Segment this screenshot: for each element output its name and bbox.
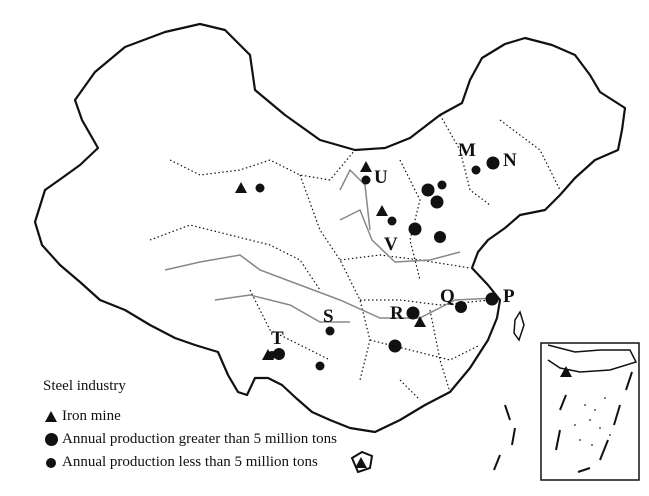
large-steel-marker <box>421 183 435 197</box>
site-label-s: S <box>323 306 334 327</box>
large-steel-marker <box>388 339 402 353</box>
site-label-q: Q <box>440 286 455 307</box>
legend-item-small-production: Annual production less than 5 million to… <box>40 451 337 474</box>
small-steel-marker <box>325 326 335 336</box>
site-label-r: R <box>390 303 404 324</box>
iron-mine-marker <box>355 457 367 468</box>
legend-label: Annual production greater than 5 million… <box>62 431 337 447</box>
legend: Steel industry Iron mine Annual producti… <box>40 378 337 474</box>
legend-title: Steel industry <box>43 378 126 394</box>
small-steel-marker <box>471 165 481 175</box>
triangle-icon <box>40 411 62 422</box>
site-label-v: V <box>384 234 398 255</box>
rivers <box>164 168 496 323</box>
iron-mine-marker <box>414 316 426 327</box>
small-steel-marker <box>387 216 397 226</box>
country-outline <box>33 22 627 434</box>
small-steel-marker <box>315 361 325 371</box>
site-label-t: T <box>271 328 284 349</box>
taiwan-island <box>513 310 525 342</box>
iron-mine-marker <box>560 366 572 377</box>
site-label-u: U <box>374 167 388 188</box>
small-steel-marker <box>268 351 276 359</box>
large-circle-icon <box>40 433 62 446</box>
iron-mine-marker <box>376 205 388 216</box>
site-label-p: P <box>503 286 515 307</box>
iron-mine-marker <box>360 161 372 172</box>
sea-boundary-dashes <box>493 404 516 471</box>
small-circle-icon <box>40 457 62 468</box>
small-steel-marker <box>255 183 265 193</box>
large-steel-marker <box>485 292 499 306</box>
large-steel-marker <box>455 301 467 313</box>
province-borders <box>149 114 561 401</box>
small-steel-marker <box>361 175 371 185</box>
large-steel-marker <box>430 195 444 209</box>
large-steel-marker <box>408 222 422 236</box>
small-steel-markers <box>255 165 481 371</box>
iron-mine-markers <box>235 161 572 468</box>
legend-item-iron-mine: Iron mine <box>40 405 337 428</box>
site-label-n: N <box>503 150 517 171</box>
legend-label: Annual production less than 5 million to… <box>62 454 318 470</box>
site-label-m: M <box>458 140 476 161</box>
inset-map <box>540 342 640 481</box>
iron-mine-marker <box>235 182 247 193</box>
small-steel-marker <box>437 180 447 190</box>
large-steel-marker <box>406 306 420 320</box>
large-steel-marker <box>486 156 500 170</box>
legend-label: Iron mine <box>62 408 121 424</box>
large-steel-marker <box>273 348 285 360</box>
large-steel-markers <box>273 156 500 360</box>
large-steel-marker <box>434 231 446 243</box>
legend-item-large-production: Annual production greater than 5 million… <box>40 428 337 451</box>
